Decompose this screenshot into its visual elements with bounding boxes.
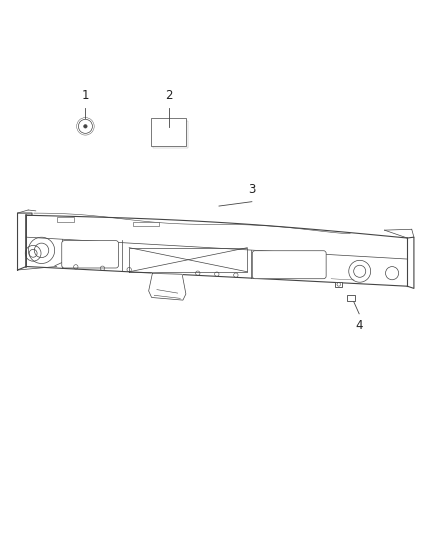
Bar	[347, 295, 355, 301]
Bar	[57, 217, 74, 222]
Bar	[133, 222, 159, 226]
FancyBboxPatch shape	[252, 251, 326, 279]
Bar	[335, 282, 342, 287]
Polygon shape	[148, 273, 186, 300]
Text: 3: 3	[248, 183, 255, 197]
Text: 2: 2	[165, 89, 173, 102]
Text: 1: 1	[81, 89, 89, 102]
FancyBboxPatch shape	[62, 241, 118, 268]
Bar	[151, 118, 186, 146]
Bar	[153, 120, 188, 148]
Text: 4: 4	[355, 319, 363, 332]
Circle shape	[84, 125, 87, 128]
